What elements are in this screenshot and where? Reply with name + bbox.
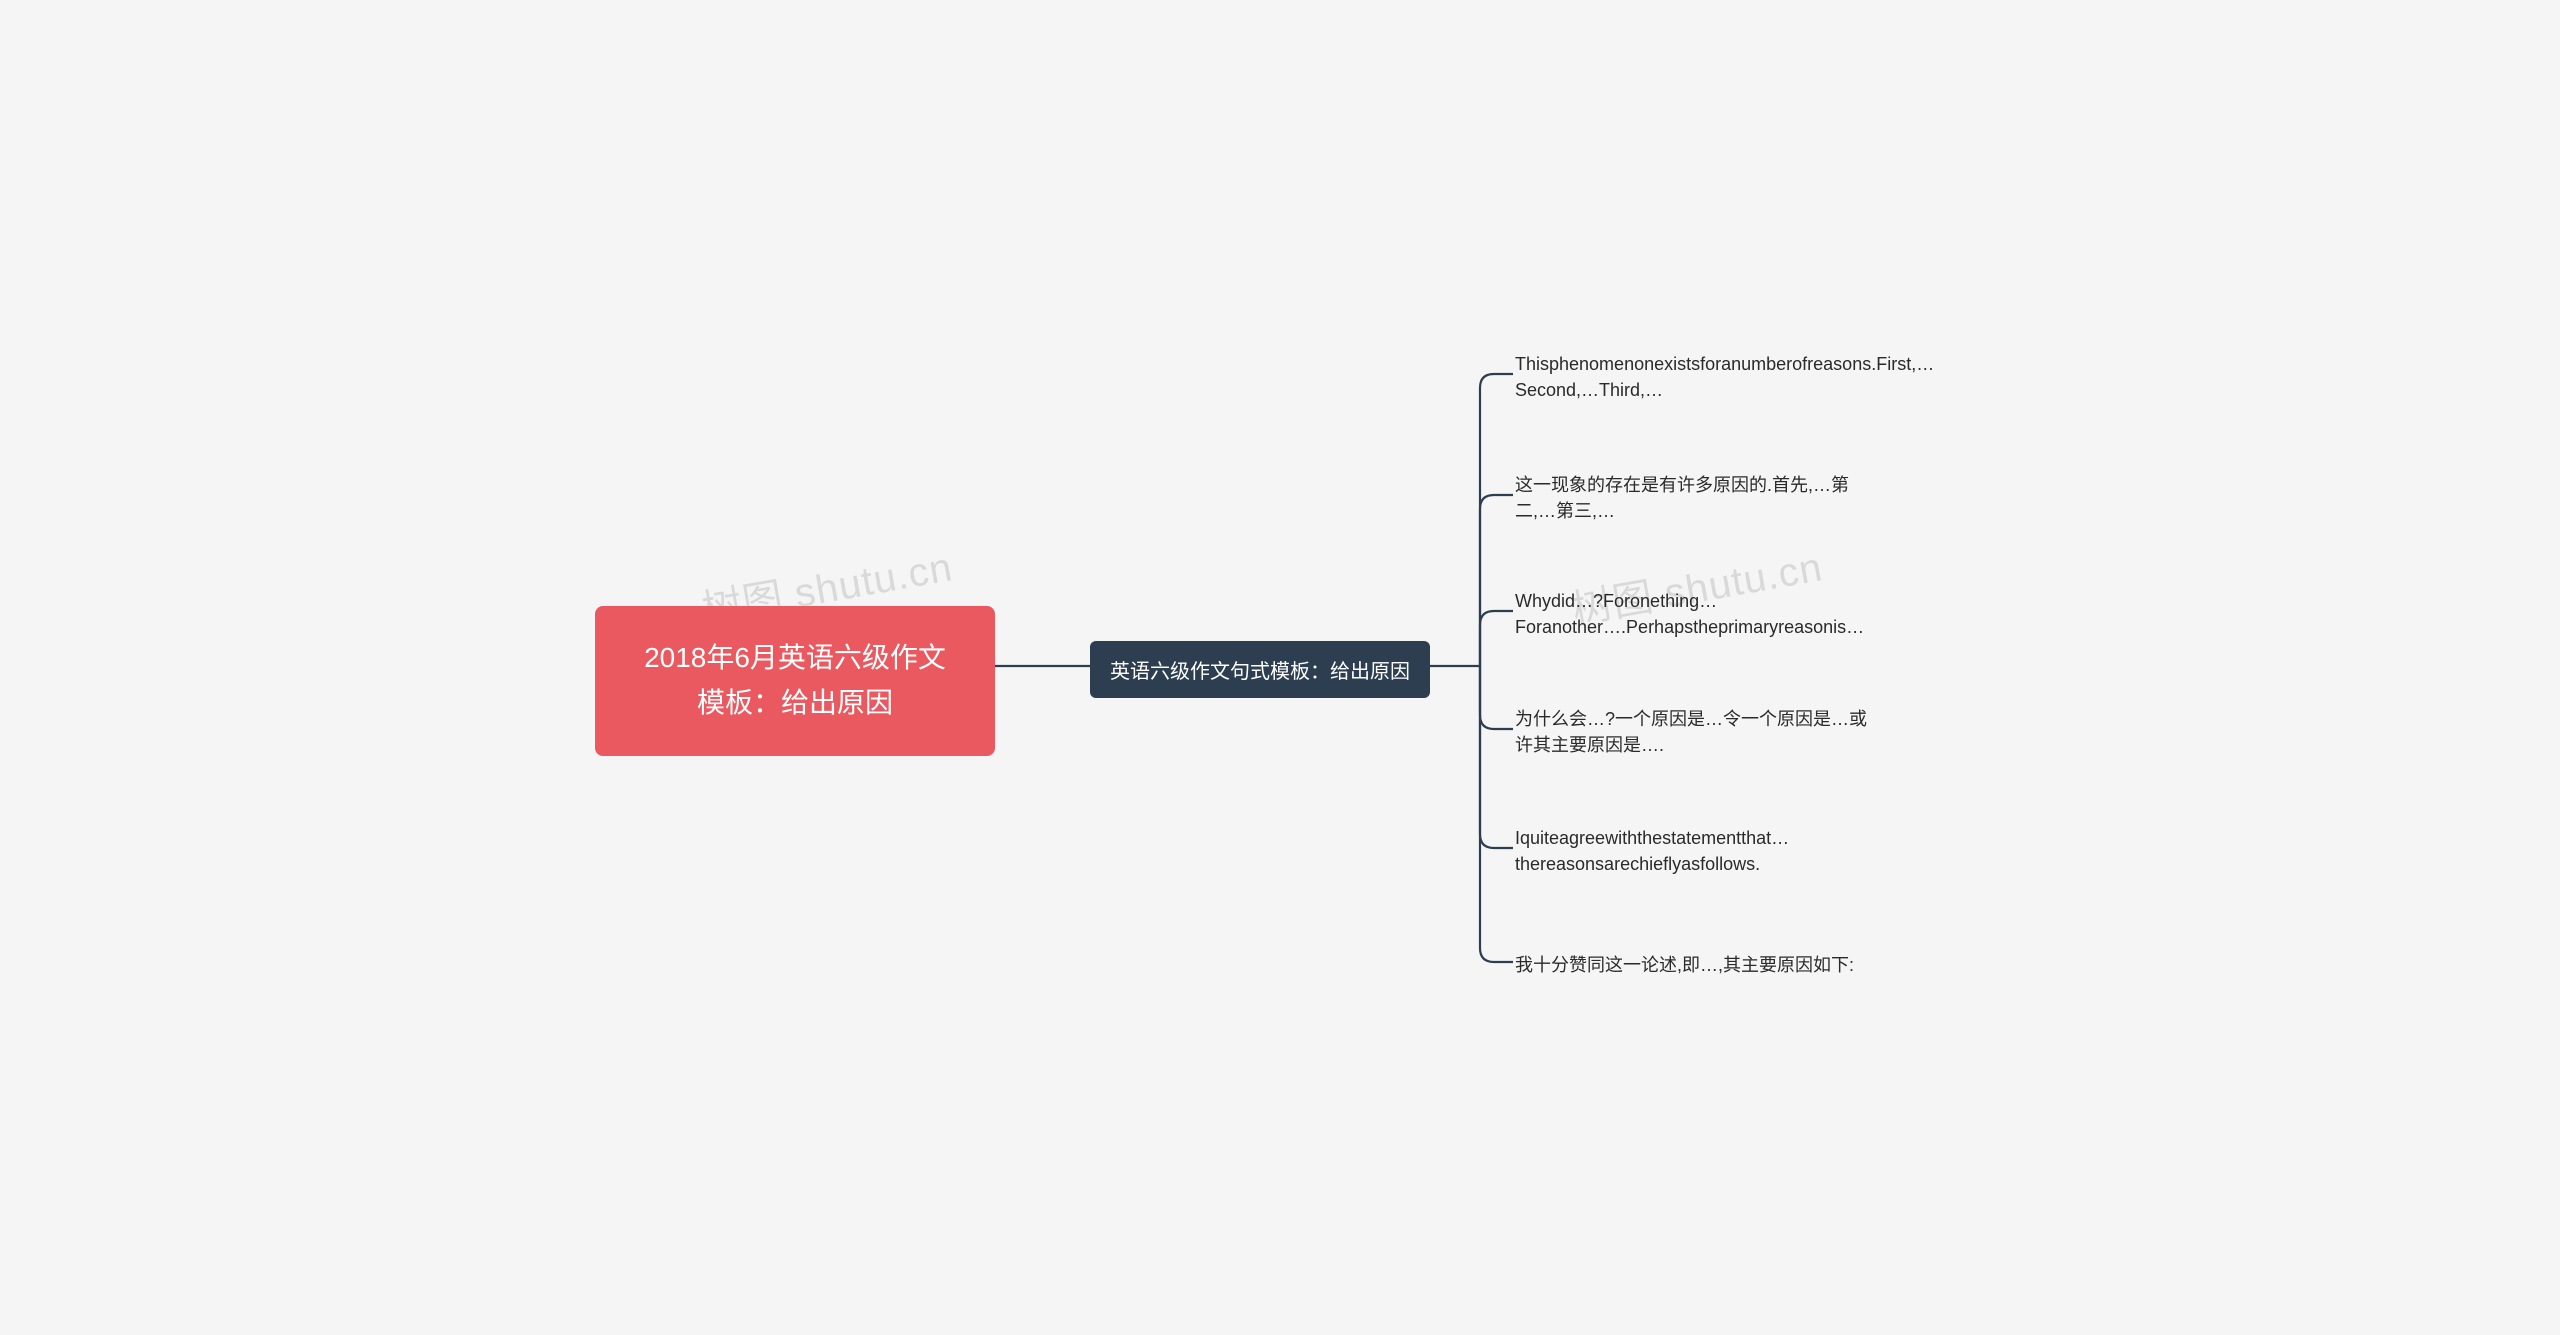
leaf-node-4[interactable]: Iquiteagreewiththestatementthat…thereaso… xyxy=(1515,825,1880,877)
leaf-text: 我十分赞同这一论述,即…,其主要原因如下: xyxy=(1515,955,1854,975)
root-text-line2: 模板：给出原因 xyxy=(697,687,893,718)
leaf-text: 这一现象的存在是有许多原因的.首先,…第二,…第三,… xyxy=(1515,475,1849,521)
mindmap-canvas: 树图 shutu.cn 树图 shutu.cn 2018年6月英语六级作文 模板… xyxy=(510,266,2050,1069)
leaf-text: Iquiteagreewiththestatementthat…thereaso… xyxy=(1515,828,1789,874)
root-node[interactable]: 2018年6月英语六级作文 模板：给出原因 xyxy=(595,606,995,756)
leaf-text: 为什么会…?一个原因是…令一个原因是…或许其主要原因是…. xyxy=(1515,709,1867,755)
leaf-node-5[interactable]: 我十分赞同这一论述,即…,其主要原因如下: xyxy=(1515,952,1880,978)
leaf-node-3[interactable]: 为什么会…?一个原因是…令一个原因是…或许其主要原因是…. xyxy=(1515,706,1880,758)
sub-node[interactable]: 英语六级作文句式模板：给出原因 xyxy=(1090,641,1430,698)
leaf-node-1[interactable]: 这一现象的存在是有许多原因的.首先,…第二,…第三,… xyxy=(1515,472,1880,524)
root-text-line1: 2018年6月英语六级作文 xyxy=(644,642,946,673)
leaf-node-2[interactable]: Whydid…?Foronething…Foranother….Perhapst… xyxy=(1515,588,1880,640)
leaf-node-0[interactable]: Thisphenomenonexistsforanumberofreasons.… xyxy=(1515,351,1880,403)
leaf-text: Thisphenomenonexistsforanumberofreasons.… xyxy=(1515,354,1934,400)
sub-node-text: 英语六级作文句式模板：给出原因 xyxy=(1110,661,1410,683)
leaf-text: Whydid…?Foronething…Foranother….Perhapst… xyxy=(1515,591,1864,637)
